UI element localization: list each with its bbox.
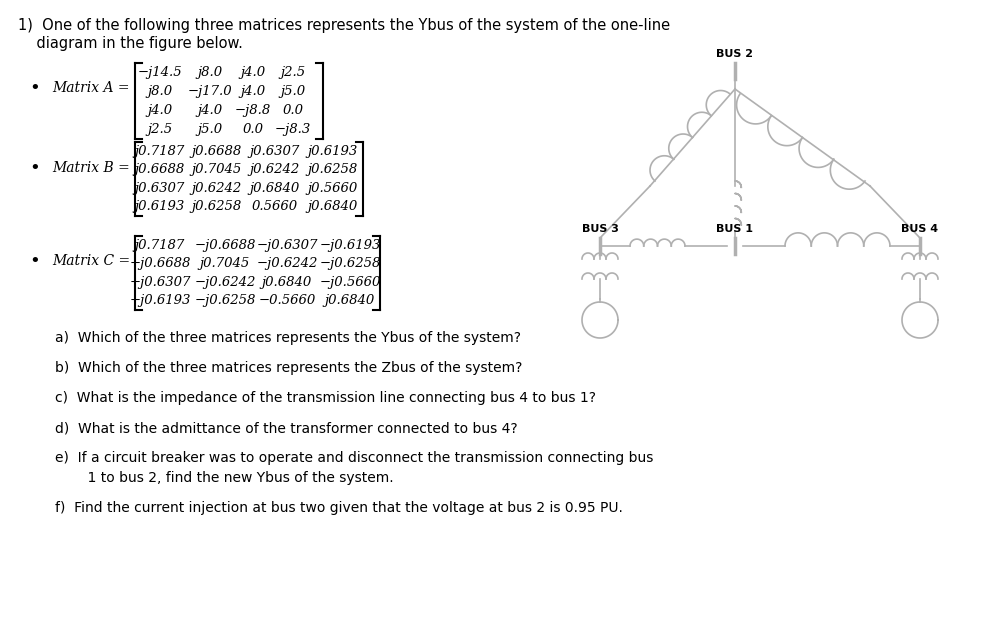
Text: j0.7045: j0.7045: [200, 257, 250, 270]
Text: b)  Which of the three matrices represents the Zbus of the system?: b) Which of the three matrices represent…: [55, 361, 523, 375]
Text: j0.6258: j0.6258: [308, 163, 358, 176]
Text: −j0.6242: −j0.6242: [256, 257, 318, 270]
Text: 0.5660: 0.5660: [252, 200, 298, 213]
Text: −j8.3: −j8.3: [275, 123, 312, 136]
Text: j0.7187: j0.7187: [135, 238, 185, 252]
Text: BUS 3: BUS 3: [582, 224, 618, 234]
Text: j8.0: j8.0: [197, 66, 222, 79]
Text: −j0.6193: −j0.6193: [320, 238, 381, 252]
Text: j0.5660: j0.5660: [308, 182, 358, 195]
Text: Matrix A =: Matrix A =: [52, 81, 130, 95]
Text: j0.6193: j0.6193: [135, 200, 185, 213]
Text: BUS 4: BUS 4: [901, 224, 939, 234]
Text: j5.0: j5.0: [280, 85, 306, 98]
Text: Matrix B =: Matrix B =: [52, 161, 130, 175]
Text: BUS 2: BUS 2: [717, 49, 754, 59]
Text: −j8.8: −j8.8: [235, 104, 271, 117]
Text: 0.0: 0.0: [282, 104, 304, 117]
Text: −j0.6307: −j0.6307: [256, 238, 318, 252]
Text: 0.0: 0.0: [242, 123, 263, 136]
Text: −j0.5660: −j0.5660: [320, 276, 381, 289]
Text: j0.6307: j0.6307: [250, 145, 300, 158]
Text: −j14.5: −j14.5: [138, 66, 182, 79]
Text: −j17.0: −j17.0: [188, 85, 232, 98]
Text: j0.6840: j0.6840: [308, 200, 358, 213]
Text: •: •: [29, 79, 40, 97]
Text: j2.5: j2.5: [148, 123, 173, 136]
Text: −j0.6242: −j0.6242: [194, 276, 255, 289]
Text: −j0.6307: −j0.6307: [130, 276, 191, 289]
Text: −j0.6258: −j0.6258: [194, 294, 255, 307]
Text: j0.6688: j0.6688: [192, 145, 242, 158]
Text: BUS 1: BUS 1: [717, 224, 754, 234]
Text: j0.6258: j0.6258: [192, 200, 242, 213]
Text: j4.0: j4.0: [240, 85, 265, 98]
Text: j0.6193: j0.6193: [308, 145, 358, 158]
Text: j0.6307: j0.6307: [135, 182, 185, 195]
Text: j0.7187: j0.7187: [135, 145, 185, 158]
Text: j0.6840: j0.6840: [262, 276, 313, 289]
Text: j0.7045: j0.7045: [192, 163, 242, 176]
Text: j0.6688: j0.6688: [135, 163, 185, 176]
Text: 1 to bus 2, find the new Ybus of the system.: 1 to bus 2, find the new Ybus of the sys…: [70, 471, 394, 485]
Text: j4.0: j4.0: [197, 104, 222, 117]
Text: f)  Find the current injection at bus two given that the voltage at bus 2 is 0.9: f) Find the current injection at bus two…: [55, 501, 623, 515]
Text: −j0.6193: −j0.6193: [130, 294, 191, 307]
Text: −j0.6688: −j0.6688: [130, 257, 191, 270]
Text: j8.0: j8.0: [148, 85, 173, 98]
Text: j0.6840: j0.6840: [250, 182, 300, 195]
Text: j0.6242: j0.6242: [250, 163, 300, 176]
Text: d)  What is the admittance of the transformer connected to bus 4?: d) What is the admittance of the transfo…: [55, 421, 518, 435]
Text: j4.0: j4.0: [148, 104, 173, 117]
Text: j0.6242: j0.6242: [192, 182, 242, 195]
Text: j4.0: j4.0: [240, 66, 265, 79]
Text: j2.5: j2.5: [280, 66, 306, 79]
Text: c)  What is the impedance of the transmission line connecting bus 4 to bus 1?: c) What is the impedance of the transmis…: [55, 391, 596, 405]
Text: e)  If a circuit breaker was to operate and disconnect the transmission connecti: e) If a circuit breaker was to operate a…: [55, 451, 653, 465]
Text: −0.5660: −0.5660: [258, 294, 316, 307]
Text: j0.6840: j0.6840: [325, 294, 375, 307]
Text: a)  Which of the three matrices represents the Ybus of the system?: a) Which of the three matrices represent…: [55, 331, 521, 345]
Text: diagram in the figure below.: diagram in the figure below.: [18, 36, 243, 51]
Text: •: •: [29, 159, 40, 177]
Text: −j0.6258: −j0.6258: [320, 257, 381, 270]
Text: •: •: [29, 252, 40, 270]
Text: j5.0: j5.0: [197, 123, 222, 136]
Text: Matrix C =: Matrix C =: [52, 254, 130, 268]
Text: 1)  One of the following three matrices represents the Ybus of the system of the: 1) One of the following three matrices r…: [18, 18, 670, 33]
Text: −j0.6688: −j0.6688: [194, 238, 255, 252]
